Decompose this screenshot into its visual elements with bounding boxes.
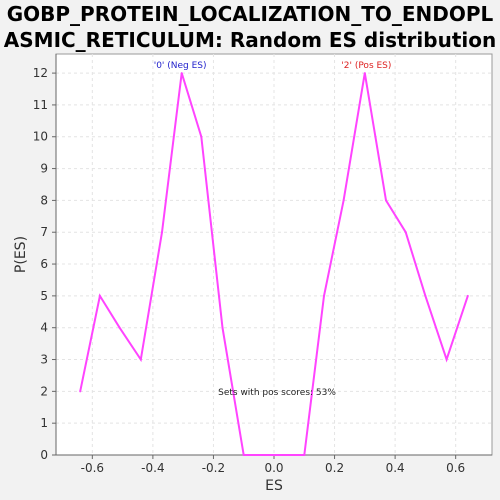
x-tick-label-4: 0.2 bbox=[325, 461, 344, 475]
data-point-0-13 bbox=[342, 199, 345, 202]
chart-title-line-2: ASMIC_RETICULUM: Random ES distribution bbox=[3, 28, 497, 52]
x-tick-label-3: 0.0 bbox=[264, 461, 283, 475]
chart-title: GOBP_PROTEIN_LOCALIZATION_TO_ENDOPL ASMI… bbox=[0, 1, 500, 53]
data-point-0-5 bbox=[180, 72, 183, 75]
y-tick-label-4: 4 bbox=[40, 321, 48, 335]
y-tick-label-7: 7 bbox=[40, 225, 48, 239]
y-tick-label-9: 9 bbox=[40, 162, 48, 176]
data-point-0-3 bbox=[139, 358, 142, 361]
data-point-0-4 bbox=[160, 231, 163, 234]
data-point-0-18 bbox=[445, 358, 448, 361]
data-point-0-16 bbox=[404, 231, 407, 234]
pos-scores-annotation: Sets with pos scores: 53% bbox=[218, 388, 336, 398]
data-point-0-10 bbox=[282, 454, 285, 456]
x-axis-label: ES bbox=[265, 478, 283, 494]
data-point-0-7 bbox=[221, 326, 224, 329]
pos-es-label: '2' (Pos ES) bbox=[341, 61, 391, 71]
x-tick-label-6: 0.6 bbox=[446, 461, 465, 475]
y-tick-label-5: 5 bbox=[40, 289, 48, 303]
data-point-0-9 bbox=[262, 454, 265, 456]
y-tick-label-12: 12 bbox=[33, 66, 48, 80]
data-point-0-12 bbox=[322, 294, 325, 297]
x-tick-label-5: 0.4 bbox=[386, 461, 405, 475]
x-tick-label-2: -0.2 bbox=[202, 461, 225, 475]
data-point-0-15 bbox=[385, 199, 388, 202]
y-tick-label-3: 3 bbox=[40, 353, 48, 367]
y-tick-label-10: 10 bbox=[33, 130, 48, 144]
data-point-0-19 bbox=[466, 294, 469, 297]
neg-es-label: '0' (Neg ES) bbox=[154, 61, 207, 71]
chart-title-line-1: GOBP_PROTEIN_LOCALIZATION_TO_ENDOPL bbox=[6, 2, 494, 26]
series-layer bbox=[79, 72, 469, 456]
y-tick-label-6: 6 bbox=[40, 257, 48, 271]
y-axis-label: P(ES) bbox=[13, 236, 29, 273]
y-tick-label-8: 8 bbox=[40, 193, 48, 207]
y-tick-label-11: 11 bbox=[33, 98, 48, 112]
y-tick-label-0: 0 bbox=[40, 448, 48, 462]
data-point-0-1 bbox=[98, 294, 101, 297]
data-point-0-14 bbox=[363, 72, 366, 75]
series-line-0 bbox=[79, 72, 469, 456]
y-tick-label-1: 1 bbox=[40, 416, 48, 430]
data-point-0-11 bbox=[303, 454, 306, 456]
data-point-0-2 bbox=[118, 326, 121, 329]
data-point-0-17 bbox=[424, 294, 427, 297]
x-tick-label-1: -0.4 bbox=[141, 461, 164, 475]
data-point-0-8 bbox=[242, 454, 245, 456]
data-point-0-6 bbox=[200, 135, 203, 138]
y-tick-label-2: 2 bbox=[40, 384, 48, 398]
data-point-0-0 bbox=[79, 390, 82, 393]
grid bbox=[56, 54, 492, 456]
x-tick-label-0: -0.6 bbox=[81, 461, 104, 475]
